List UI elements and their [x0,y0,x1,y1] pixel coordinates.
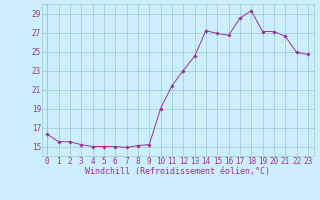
X-axis label: Windchill (Refroidissement éolien,°C): Windchill (Refroidissement éolien,°C) [85,167,270,176]
